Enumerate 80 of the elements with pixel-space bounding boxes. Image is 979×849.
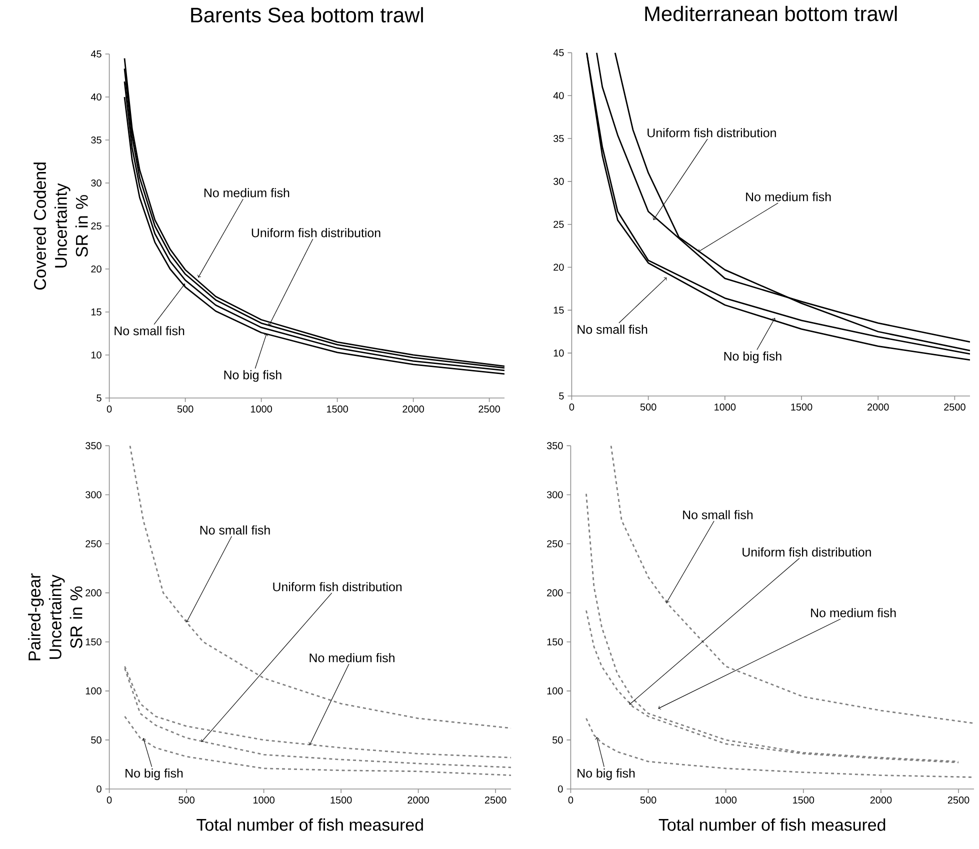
x-axis-title: Total number of fish measured <box>196 818 423 831</box>
y-tick-label: 20 <box>554 264 564 271</box>
annotation: No medium fish <box>204 188 290 198</box>
annotation: No big fish <box>724 351 782 364</box>
y-tick-label: 15 <box>91 308 102 316</box>
x-tick-label: 500 <box>177 406 194 413</box>
annotation: No small fish <box>200 525 270 535</box>
y-tick-label: 250 <box>547 540 563 548</box>
x-tick-label: 2000 <box>408 796 429 804</box>
annotation: No big fish <box>578 768 635 780</box>
x-tick-label: 0 <box>106 406 112 413</box>
chart-title: Mediterranean bottom trawl <box>645 6 897 22</box>
y-tick-label: 350 <box>546 442 563 450</box>
x-tick-label: 2000 <box>868 404 889 411</box>
y-axis-title: Paired-gear Uncertainty SR in % <box>28 573 82 660</box>
y-tick-label: 10 <box>91 351 102 359</box>
x-tick-label: 500 <box>640 404 656 411</box>
x-tick-label: 1500 <box>793 796 814 804</box>
y-tick-label: 300 <box>546 491 563 498</box>
chart-title: Barents Sea bottom trawl <box>191 7 423 22</box>
y-tick-label: 50 <box>552 736 563 744</box>
x-tick-label: 1500 <box>326 406 348 413</box>
annotation: No medium fish <box>310 653 394 662</box>
y-tick-label: 35 <box>91 136 102 144</box>
x-tick-label: 2500 <box>478 406 500 413</box>
y-tick-label: 10 <box>554 350 564 357</box>
y-tick-label: 150 <box>86 638 102 646</box>
x-tick-label: 2500 <box>484 796 506 804</box>
x-tick-label: 2000 <box>870 796 892 804</box>
y-tick-label: 0 <box>96 785 102 793</box>
x-tick-label: 0 <box>568 796 574 804</box>
y-tick-label: 25 <box>554 220 564 228</box>
annotation: No big fish <box>126 768 183 780</box>
y-tick-label: 40 <box>90 93 102 101</box>
y-tick-label: 15 <box>554 306 564 314</box>
x-tick-label: 500 <box>178 796 194 804</box>
y-tick-label: 0 <box>558 785 563 793</box>
annotation: Uniform fish distribution <box>648 128 776 138</box>
y-axis-title: Covered Codend Uncertainty SR in % <box>34 162 88 290</box>
x-tick-label: 0 <box>106 796 112 804</box>
x-tick-label: 1500 <box>330 796 352 804</box>
y-tick-label: 45 <box>553 49 564 56</box>
x-tick-label: 2500 <box>944 404 966 411</box>
y-tick-label: 250 <box>86 540 102 548</box>
y-tick-label: 30 <box>553 178 564 185</box>
y-tick-label: 40 <box>553 92 564 100</box>
y-tick-label: 100 <box>547 687 563 694</box>
y-tick-label: 5 <box>96 394 102 402</box>
annotation: Uniform fish distribution <box>252 228 380 238</box>
x-axis-title: Total number of fish measured <box>658 818 886 831</box>
x-tick-label: 500 <box>640 796 656 804</box>
annotation: No small fish <box>683 510 753 520</box>
x-tick-label: 1000 <box>714 404 736 411</box>
y-tick-label: 30 <box>91 179 102 187</box>
y-tick-label: 300 <box>86 491 102 498</box>
annotation: Uniform fish distribution <box>273 582 402 592</box>
y-tick-label: 35 <box>553 134 564 142</box>
x-tick-label: 1000 <box>250 406 272 413</box>
y-tick-label: 50 <box>91 736 102 744</box>
x-tick-label: 1500 <box>791 404 812 411</box>
y-tick-label: 200 <box>547 589 563 596</box>
x-tick-label: 2500 <box>948 796 970 804</box>
y-tick-label: 25 <box>91 222 102 230</box>
x-tick-label: 0 <box>569 404 574 411</box>
y-tick-label: 350 <box>86 442 102 450</box>
y-tick-label: 200 <box>86 589 102 596</box>
annotation: No medium fish <box>746 192 831 202</box>
y-tick-label: 100 <box>86 687 102 694</box>
x-tick-label: 2000 <box>402 406 424 413</box>
annotation: No medium fish <box>811 608 896 618</box>
y-tick-label: 5 <box>559 392 564 400</box>
annotation: Uniform fish distribution <box>742 547 871 557</box>
annotation: No small fish <box>578 324 648 334</box>
x-tick-label: 1000 <box>253 796 274 804</box>
y-tick-label: 150 <box>547 638 563 646</box>
annotation: No big fish <box>224 370 282 382</box>
annotation: No small fish <box>114 326 184 336</box>
y-tick-label: 20 <box>91 265 102 273</box>
y-tick-label: 45 <box>90 50 102 58</box>
x-tick-label: 1000 <box>716 796 737 804</box>
